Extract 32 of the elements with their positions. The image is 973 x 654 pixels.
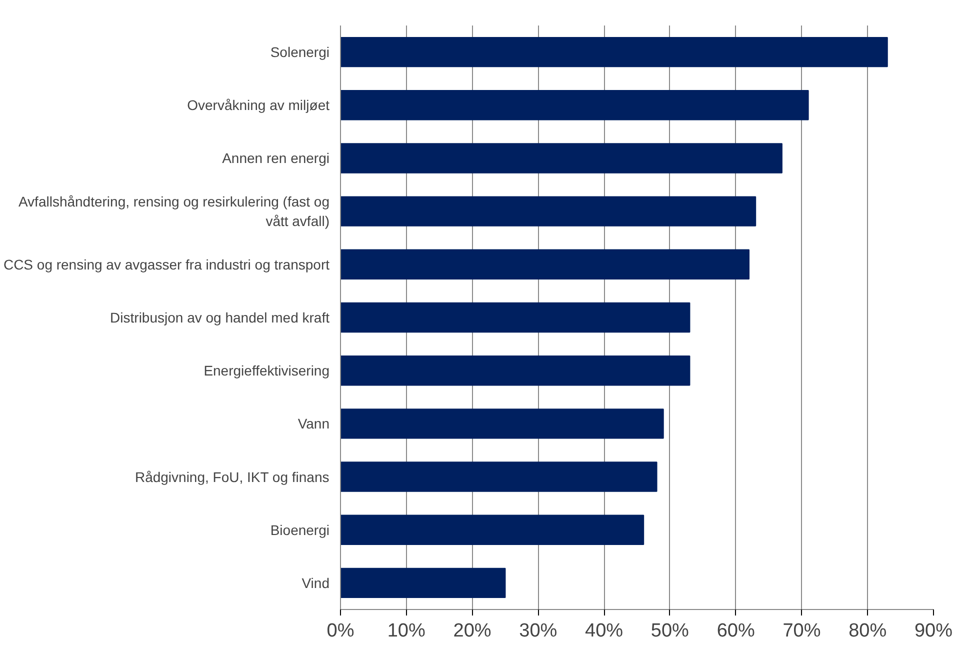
bar	[340, 462, 658, 492]
bar	[340, 36, 888, 68]
y-tick-label: Solenergi	[270, 44, 330, 60]
bar	[340, 302, 690, 333]
bar	[340, 90, 809, 120]
bar	[340, 568, 506, 598]
x-tick-label: 30%	[519, 620, 558, 642]
bar	[340, 249, 750, 280]
bar	[340, 196, 756, 226]
x-tick-label: 0%	[326, 620, 354, 642]
bar	[340, 143, 782, 174]
y-tick-label: Avfallshåndtering, rensing og resirkulering (fast og vått avfall)	[18, 194, 330, 229]
x-tick-label: 40%	[585, 620, 624, 642]
y-tick-label: Energieffektivisering	[204, 362, 330, 379]
x-tick-label: 10%	[387, 620, 426, 642]
y-tick-label: CCS og rensing av avgasser fra industri og transport	[3, 256, 330, 272]
bar	[340, 355, 690, 386]
x-tick-label: 80%	[848, 620, 887, 642]
y-tick-label: Vind	[302, 574, 330, 591]
y-tick-label: Distribusjon av og handel med kraft	[110, 310, 330, 326]
y-tick-label: Annen ren energi	[222, 150, 330, 166]
x-tick-label: 70%	[782, 620, 821, 642]
y-tick-label: Overvåkning av miljøet	[187, 97, 330, 114]
bar	[340, 514, 644, 545]
y-tick-label: Rådgivning, FoU, IKT og finans	[134, 468, 330, 485]
x-tick-label: 50%	[650, 620, 690, 642]
bar	[340, 408, 664, 439]
x-tick-label: 20%	[453, 620, 492, 642]
x-tick-label: 90%	[914, 620, 953, 642]
y-tick-label: Bioenergi	[270, 522, 330, 538]
y-tick-label: Vann	[298, 416, 330, 432]
x-tick-label: 60%	[716, 620, 755, 642]
